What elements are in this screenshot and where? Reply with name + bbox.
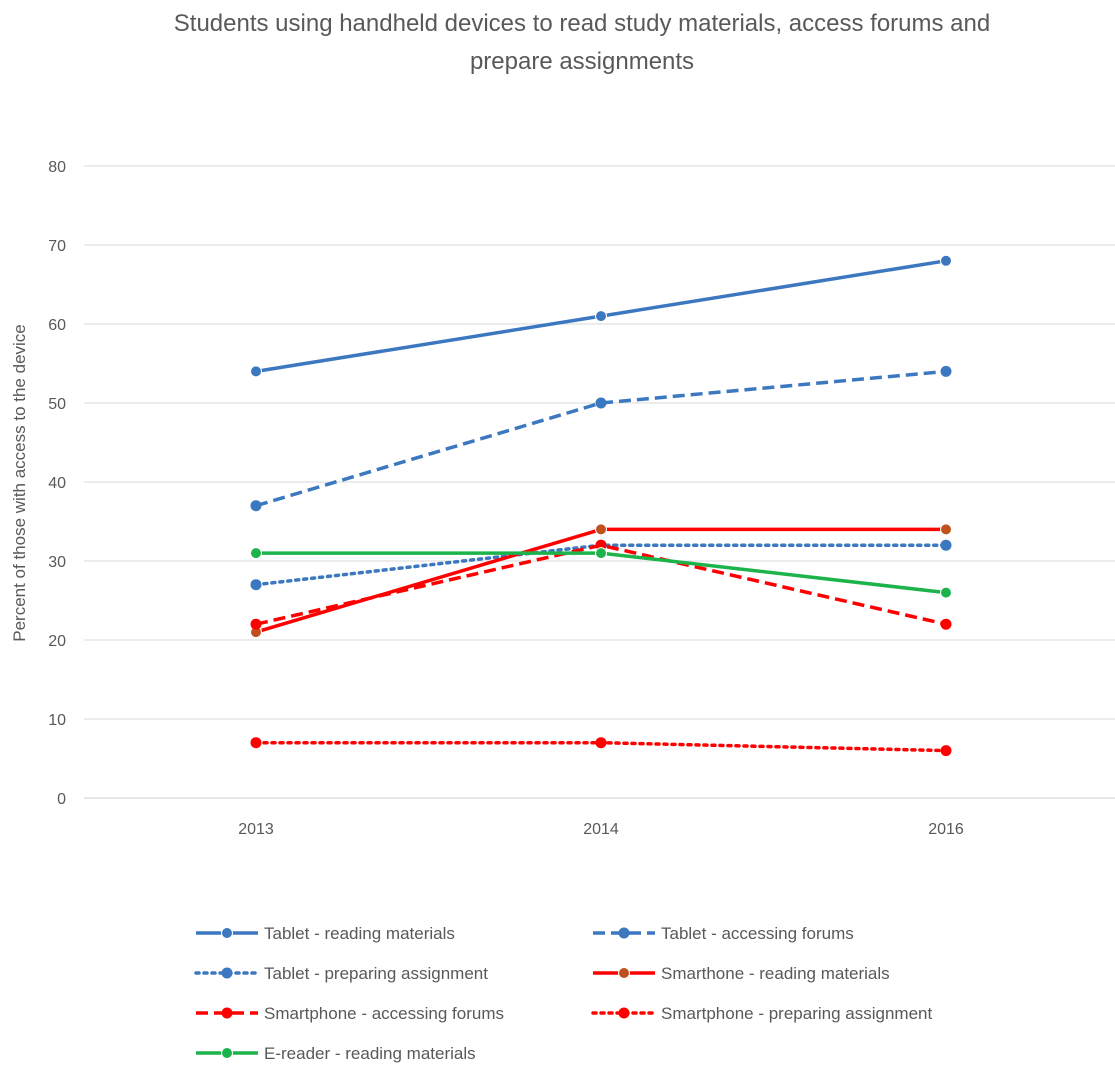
data-point	[595, 310, 607, 323]
y-tick-label: 60	[48, 317, 66, 334]
legend-label: Smarthone - reading materials	[661, 964, 890, 983]
legend-marker	[618, 1007, 630, 1019]
chart-title-line-1: Students using handheld devices to read …	[174, 10, 990, 37]
legend-label: Smartphone - preparing assignment	[661, 1004, 932, 1023]
x-axis-ticks: 2013 2014 2016	[238, 821, 964, 838]
data-point	[940, 365, 952, 377]
chart-title-line-2: prepare assignments	[470, 48, 694, 75]
legend: Tablet - reading materials Tablet - acces…	[194, 924, 932, 1063]
legend-item: Tablet - reading materials	[196, 924, 455, 943]
legend-label: Tablet - preparing assignment	[264, 964, 488, 983]
legend-marker	[221, 967, 233, 979]
y-tick-label: 80	[48, 159, 66, 176]
y-tick-label: 10	[48, 712, 66, 729]
legend-label: E-reader - reading materials	[264, 1044, 476, 1063]
y-tick-label: 20	[48, 633, 66, 650]
data-point	[595, 397, 607, 409]
series-7	[250, 547, 952, 599]
legend-label: Tablet - accessing forums	[661, 924, 854, 943]
legend-label: Smartphone - accessing forums	[264, 1004, 504, 1023]
series-1	[250, 254, 952, 378]
legend-label: Tablet - reading materials	[264, 924, 455, 943]
legend-marker	[221, 927, 233, 939]
y-tick-label: 0	[57, 791, 66, 808]
x-tick-label: 2016	[928, 821, 964, 838]
series-layer	[250, 254, 952, 757]
y-tick-label: 30	[48, 554, 66, 571]
gridlines	[84, 165, 1115, 799]
data-point	[595, 547, 607, 560]
data-point	[940, 745, 952, 757]
x-tick-label: 2014	[583, 821, 619, 838]
legend-marker	[618, 967, 630, 979]
data-point	[940, 539, 952, 551]
data-point	[250, 365, 262, 378]
series-line	[255, 369, 947, 508]
legend-marker	[221, 1047, 233, 1059]
data-point	[595, 737, 607, 749]
data-point	[940, 254, 952, 267]
series-2	[250, 365, 952, 512]
data-point	[250, 500, 262, 512]
legend-item: Smartphone - preparing assignment	[591, 1004, 932, 1023]
data-point	[250, 579, 262, 591]
legend-item: Tablet - accessing forums	[593, 924, 854, 943]
data-point	[250, 737, 262, 749]
legend-item: Smartphone - accessing forums	[196, 1004, 504, 1023]
y-axis-title: Percent of those with access to the devi…	[10, 324, 29, 642]
data-point	[940, 586, 952, 599]
chart-title: Students using handheld devices to read …	[174, 10, 990, 75]
y-tick-label: 50	[48, 396, 66, 413]
data-point	[250, 547, 262, 560]
y-axis-ticks: 0 10 20 30 40 50 60 70 80	[48, 159, 66, 808]
y-tick-label: 40	[48, 475, 66, 492]
series-6	[250, 737, 952, 757]
data-point	[250, 618, 262, 630]
legend-item: Tablet - preparing assignment	[194, 964, 488, 983]
data-point	[940, 523, 952, 536]
y-tick-label: 70	[48, 238, 66, 255]
legend-marker	[221, 1007, 233, 1019]
legend-item: E-reader - reading materials	[196, 1044, 476, 1063]
data-point	[595, 523, 607, 536]
legend-item: Smarthone - reading materials	[593, 964, 890, 983]
data-point	[940, 618, 952, 630]
x-tick-label: 2013	[238, 821, 274, 838]
legend-marker	[618, 927, 630, 939]
